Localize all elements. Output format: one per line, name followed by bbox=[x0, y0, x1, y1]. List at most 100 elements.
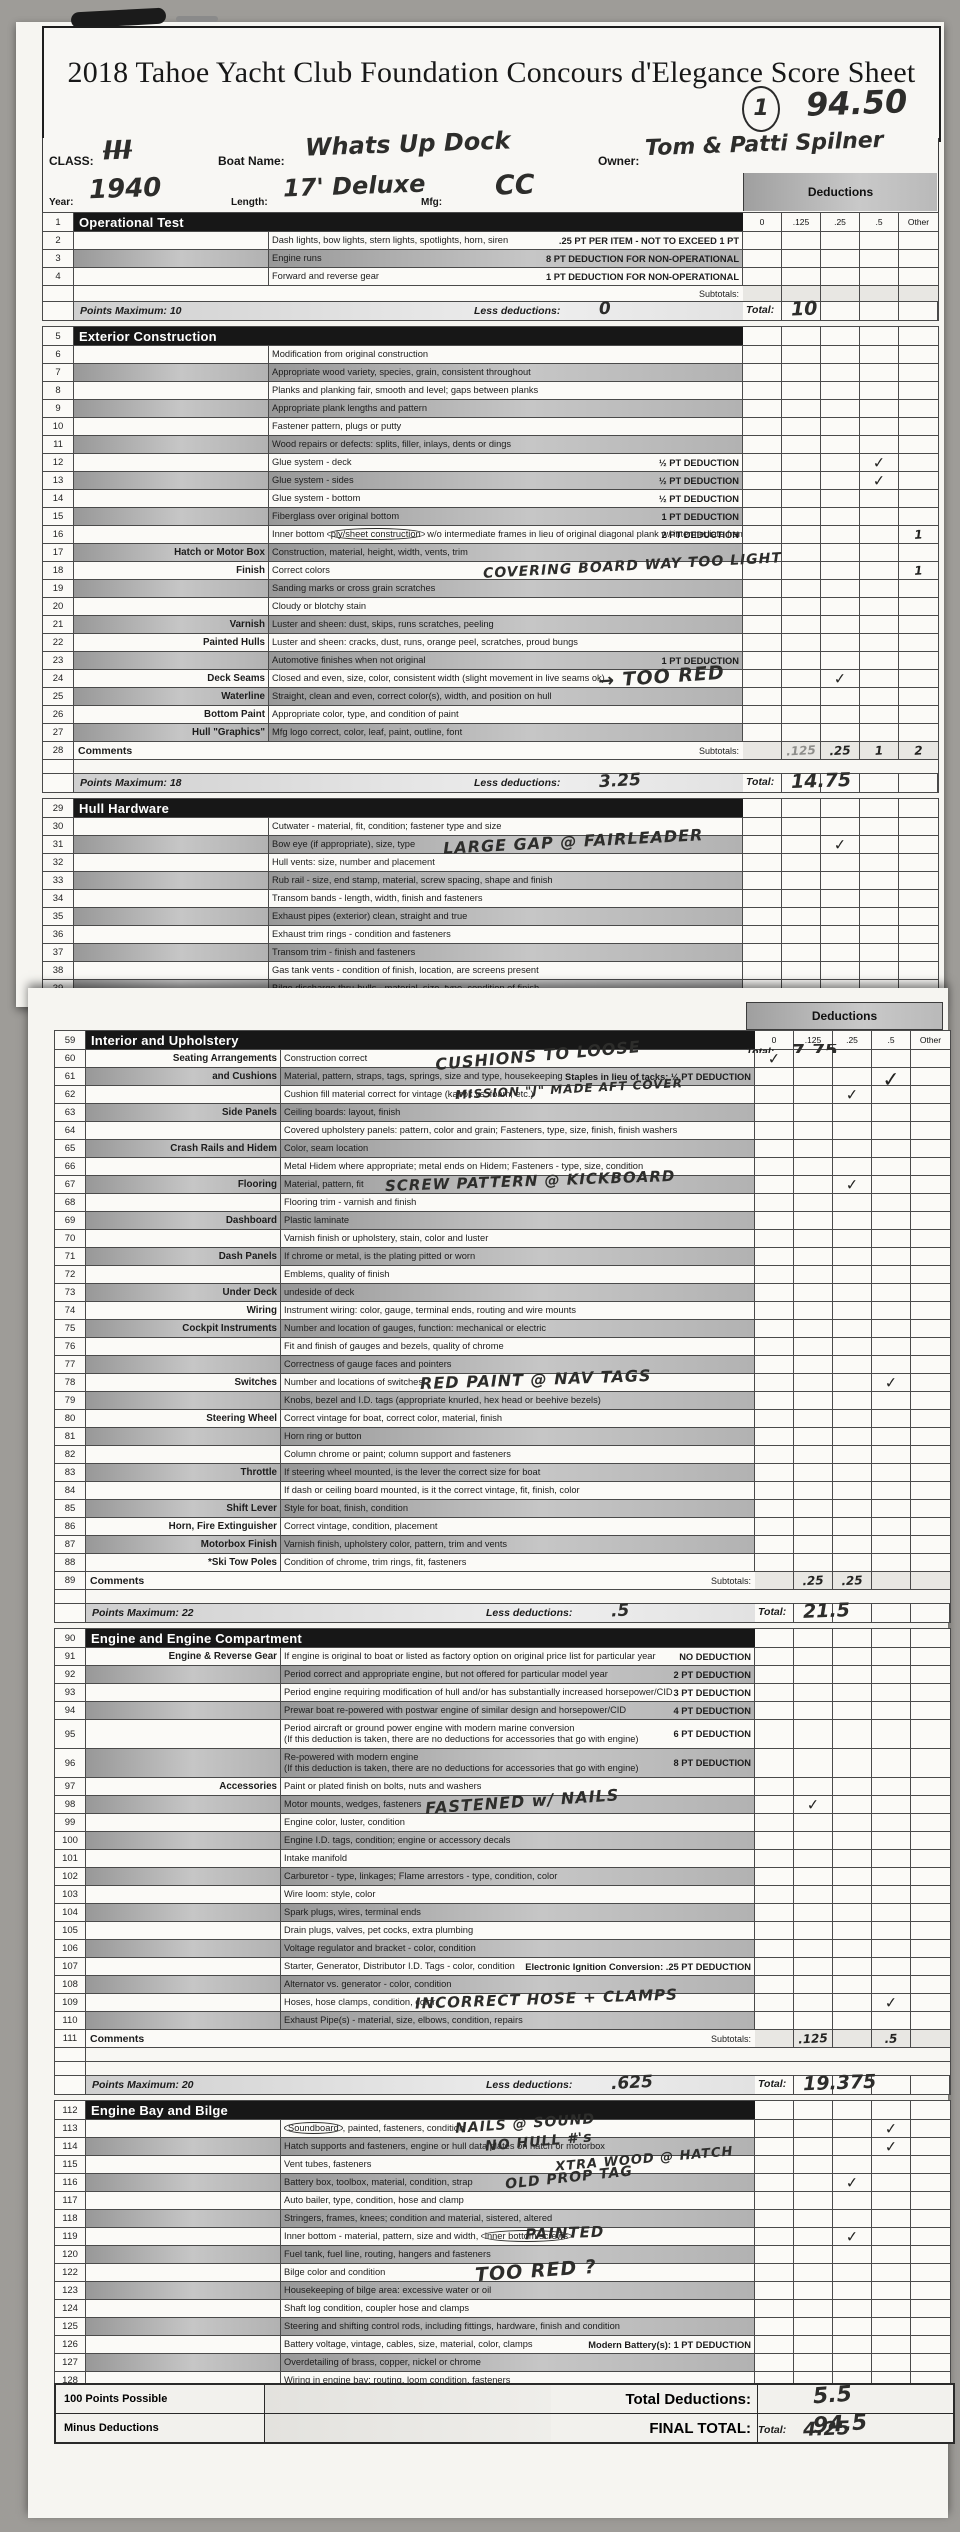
deduction-cell-.125[interactable] bbox=[794, 1850, 833, 1867]
deduction-cell-Other[interactable] bbox=[911, 2076, 950, 2094]
deduction-cell-.125[interactable] bbox=[794, 1446, 833, 1463]
deduction-cell-0[interactable] bbox=[755, 2101, 794, 2119]
deduction-cell-.25[interactable] bbox=[833, 2076, 872, 2094]
deduction-cell-.5[interactable] bbox=[872, 1648, 911, 1665]
deduction-cell-.5[interactable] bbox=[872, 1284, 911, 1301]
deduction-cell-.125[interactable] bbox=[794, 1886, 833, 1903]
deduction-cell-.5[interactable] bbox=[872, 2246, 911, 2263]
deduction-cell-0[interactable] bbox=[743, 872, 782, 889]
deduction-cell-.25[interactable] bbox=[833, 1666, 872, 1683]
deduction-cell-.5[interactable] bbox=[872, 1050, 911, 1067]
deduction-cell-Other[interactable] bbox=[899, 472, 938, 489]
deduction-cell-.5[interactable]: ✓ bbox=[860, 471, 899, 489]
deduction-cell-0[interactable] bbox=[755, 2192, 794, 2209]
deduction-cell-.125[interactable] bbox=[782, 508, 821, 525]
deduction-cell-0[interactable] bbox=[755, 1749, 794, 1777]
deduction-cell-.125[interactable] bbox=[782, 232, 821, 249]
deduction-cell-.25[interactable] bbox=[833, 1230, 872, 1247]
deduction-cell-.125[interactable] bbox=[782, 286, 821, 301]
deduction-cell-0[interactable] bbox=[755, 1572, 794, 1589]
deduction-cell-.125[interactable] bbox=[782, 562, 821, 579]
deduction-cell-Other[interactable] bbox=[911, 2246, 950, 2263]
deduction-cell-.125[interactable] bbox=[782, 598, 821, 615]
deduction-cell-.5[interactable] bbox=[860, 382, 899, 399]
deduction-cell-.125[interactable] bbox=[782, 634, 821, 651]
deduction-cell-0[interactable] bbox=[743, 490, 782, 507]
deduction-cell-Other[interactable] bbox=[911, 1446, 950, 1463]
deduction-cell-.5[interactable] bbox=[872, 1500, 911, 1517]
deduction-cell-Other[interactable] bbox=[911, 1104, 950, 1121]
deduction-cell-.25[interactable] bbox=[833, 1868, 872, 1885]
deduction-cell-.5[interactable] bbox=[872, 1814, 911, 1831]
deduction-cell-.25[interactable] bbox=[821, 346, 860, 363]
deduction-cell-.5[interactable] bbox=[872, 1194, 911, 1211]
deduction-cell-.5[interactable] bbox=[860, 418, 899, 435]
deduction-cell-0[interactable] bbox=[755, 2282, 794, 2299]
deduction-cell-.125[interactable] bbox=[794, 2174, 833, 2191]
deduction-cell-.125[interactable] bbox=[794, 1266, 833, 1283]
deduction-cell-.5[interactable] bbox=[860, 327, 899, 345]
total-deductions-field[interactable]: 5.5 bbox=[757, 2382, 953, 2413]
deduction-cell-Other[interactable] bbox=[911, 1994, 950, 2011]
deduction-cell-.5[interactable] bbox=[872, 1392, 911, 1409]
deduction-cell-.5[interactable] bbox=[872, 1666, 911, 1683]
deduction-cell-.5[interactable] bbox=[872, 2156, 911, 2173]
deduction-cell-.25[interactable] bbox=[833, 1554, 872, 1571]
deduction-cell-0[interactable] bbox=[743, 652, 782, 669]
deduction-cell-.25[interactable] bbox=[821, 724, 860, 741]
deduction-cell-.5[interactable] bbox=[872, 1536, 911, 1553]
deduction-cell-0[interactable] bbox=[755, 1248, 794, 1265]
deduction-cell-Other[interactable] bbox=[899, 268, 938, 285]
deduction-cell-Other[interactable] bbox=[911, 1604, 950, 1622]
deduction-cell-.5[interactable] bbox=[860, 774, 899, 792]
deduction-cell-Other[interactable] bbox=[899, 598, 938, 615]
deduction-cell-.5[interactable] bbox=[872, 1320, 911, 1337]
deduction-cell-.25[interactable] bbox=[821, 652, 860, 669]
deduction-cell-.5[interactable] bbox=[872, 2336, 911, 2353]
deduction-cell-0[interactable] bbox=[755, 1666, 794, 1683]
deduction-cell-.125[interactable] bbox=[782, 616, 821, 633]
deduction-cell-.25[interactable] bbox=[833, 1778, 872, 1795]
deduction-cell-.5[interactable] bbox=[860, 724, 899, 741]
deduction-cell-Other[interactable] bbox=[911, 2354, 950, 2371]
deduction-cell-.125[interactable] bbox=[782, 250, 821, 267]
deduction-cell-.25[interactable] bbox=[833, 1158, 872, 1175]
deduction-cell-.125[interactable] bbox=[794, 1720, 833, 1748]
deduction-cell-.5[interactable]: ✓ bbox=[872, 2137, 911, 2155]
deduction-cell-.5[interactable] bbox=[872, 1940, 911, 1957]
deduction-cell-.125[interactable] bbox=[794, 1122, 833, 1139]
deduction-cell-Other[interactable] bbox=[899, 436, 938, 453]
deduction-cell-0[interactable] bbox=[755, 1482, 794, 1499]
deduction-cell-Other[interactable] bbox=[899, 774, 938, 792]
deduction-cell-.125[interactable] bbox=[794, 1500, 833, 1517]
deduction-cell-Other[interactable] bbox=[899, 490, 938, 507]
deduction-cell-0[interactable] bbox=[755, 1500, 794, 1517]
deduction-cell-.5[interactable] bbox=[872, 1266, 911, 1283]
deduction-cell-0[interactable] bbox=[755, 1554, 794, 1571]
deduction-cell-.5[interactable] bbox=[872, 1554, 911, 1571]
deduction-cell-.25[interactable] bbox=[833, 2264, 872, 2281]
deduction-cell-.5[interactable] bbox=[872, 1572, 911, 1589]
deduction-cell-0[interactable] bbox=[743, 508, 782, 525]
deduction-cell-.125[interactable]: ✓ bbox=[794, 1795, 833, 1813]
deduction-cell-.25[interactable] bbox=[821, 544, 860, 561]
deduction-cell-.5[interactable] bbox=[872, 2192, 911, 2209]
deduction-cell-Other[interactable] bbox=[911, 1176, 950, 1193]
deduction-cell-.125[interactable] bbox=[782, 418, 821, 435]
deduction-cell-.25[interactable] bbox=[833, 2282, 872, 2299]
deduction-cell-.5[interactable] bbox=[872, 1958, 911, 1975]
deduction-cell-.125[interactable] bbox=[782, 908, 821, 925]
deduction-cell-.5[interactable] bbox=[872, 1212, 911, 1229]
deduction-cell-.5[interactable] bbox=[872, 1720, 911, 1748]
deduction-cell-0[interactable] bbox=[755, 1868, 794, 1885]
deduction-cell-.5[interactable] bbox=[872, 1629, 911, 1647]
deduction-cell-.5[interactable] bbox=[860, 580, 899, 597]
deduction-cell-.25[interactable] bbox=[821, 490, 860, 507]
deduction-cell-0[interactable] bbox=[743, 799, 782, 817]
deduction-cell-Other[interactable] bbox=[911, 1140, 950, 1157]
deduction-cell-Other[interactable] bbox=[911, 1796, 950, 1813]
deduction-cell-.25[interactable] bbox=[833, 1140, 872, 1157]
final-total-field[interactable]: 94.5 bbox=[757, 2410, 953, 2442]
deduction-cell-0[interactable] bbox=[755, 1904, 794, 1921]
deduction-cell-0[interactable] bbox=[743, 598, 782, 615]
